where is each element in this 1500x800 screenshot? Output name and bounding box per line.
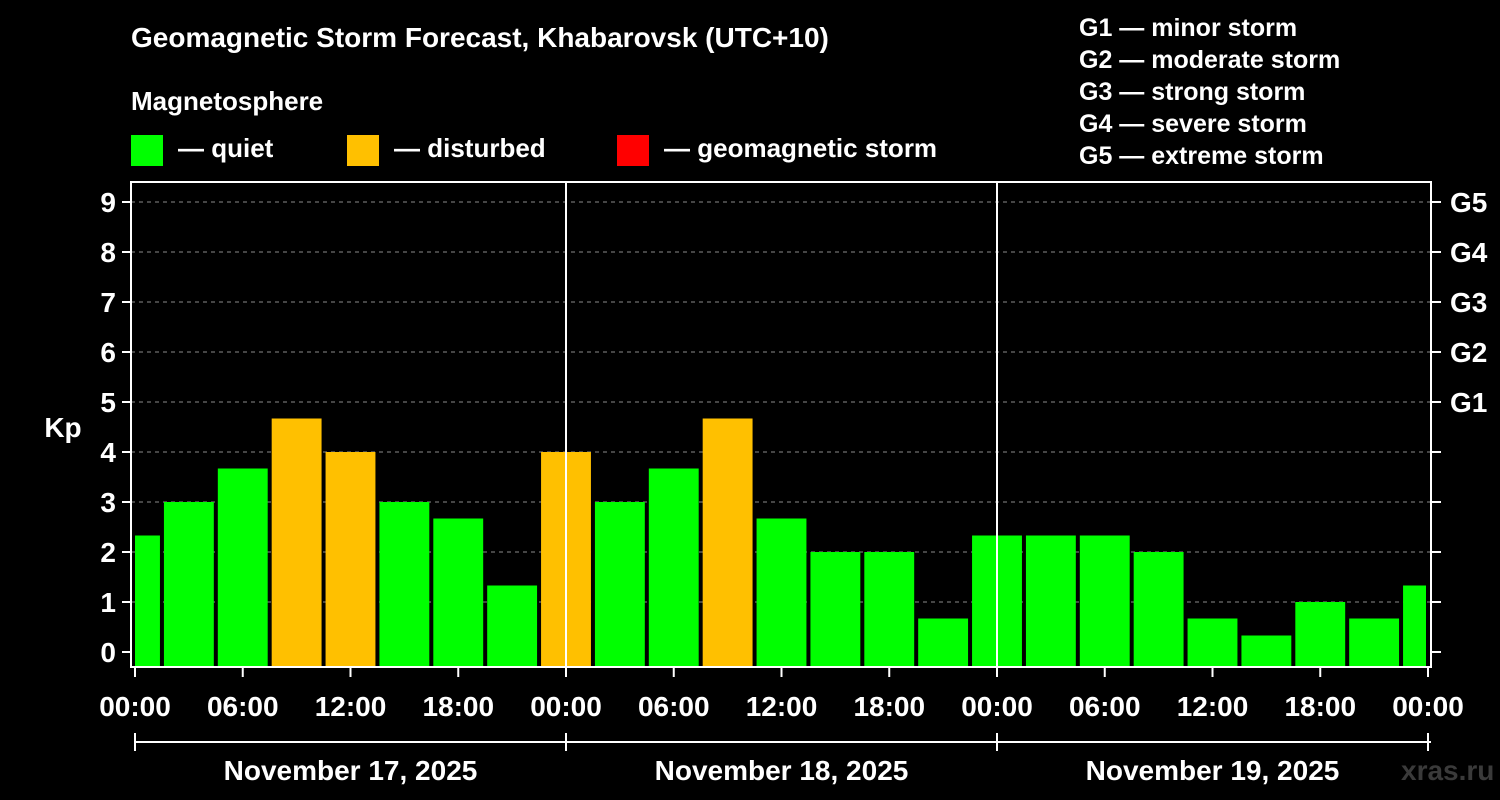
legend-swatch-storm — [617, 135, 649, 166]
bars — [135, 418, 1426, 667]
y-tick-label-0: 0 — [100, 637, 116, 668]
y-axis: 0 1 2 3 4 5 6 7 8 9 — [100, 187, 131, 668]
bar-7 — [487, 585, 538, 667]
x-tick-label-10: 12:00 — [1177, 691, 1249, 722]
x-axis: 00:00 06:00 12:00 18:00 00:00 06:00 12:00 18:00… — [99, 667, 1464, 786]
right-tick-label-g4: G4 — [1450, 237, 1488, 268]
bar-20 — [1187, 618, 1238, 667]
y-tick-label-7: 7 — [100, 287, 116, 318]
gscale-g3: G3 — strong storm — [1079, 78, 1306, 106]
bar-6 — [433, 518, 484, 667]
bar-1 — [163, 502, 214, 667]
gscale-g4: G4 — severe storm — [1079, 110, 1307, 138]
right-tick-label-g3: G3 — [1450, 287, 1487, 318]
day-dividers — [565, 182, 998, 667]
right-tick-label-g2: G2 — [1450, 337, 1487, 368]
day-label-1: November 18, 2025 — [655, 755, 909, 786]
bar-12 — [756, 518, 807, 667]
bar-9 — [594, 502, 645, 667]
y-tick-label-9: 9 — [100, 187, 116, 218]
legend-label-storm: — geomagnetic storm — [664, 133, 938, 163]
bar-0 — [135, 535, 160, 667]
bar-10 — [648, 468, 699, 667]
bar-3 — [271, 418, 322, 667]
x-tick-label-12: 00:00 — [1392, 691, 1464, 722]
gscale-g5: G5 — extreme storm — [1079, 142, 1324, 170]
legend-label-disturbed: — disturbed — [394, 133, 546, 163]
legend-swatch-quiet — [131, 135, 163, 166]
bar-18 — [1079, 535, 1130, 667]
y-tick-label-5: 5 — [100, 387, 116, 418]
y-tick-label-1: 1 — [100, 587, 116, 618]
bar-23 — [1349, 618, 1400, 667]
x-tick-label-0: 00:00 — [99, 691, 171, 722]
x-tick-label-9: 06:00 — [1069, 691, 1141, 722]
y-tick-label-6: 6 — [100, 337, 116, 368]
bar-2 — [217, 468, 268, 667]
right-tick-label-g1: G1 — [1450, 387, 1487, 418]
watermark: xras.ru — [1401, 755, 1495, 786]
bar-4 — [325, 452, 376, 667]
bar-19 — [1133, 552, 1184, 667]
x-tick-label-11: 18:00 — [1284, 691, 1356, 722]
x-tick-label-6: 12:00 — [746, 691, 818, 722]
bar-13 — [810, 552, 861, 667]
legend-label-quiet: — quiet — [178, 133, 274, 163]
y-tick-label-2: 2 — [100, 537, 116, 568]
x-tick-label-5: 06:00 — [638, 691, 710, 722]
bar-22 — [1295, 602, 1346, 667]
x-tick-label-8: 00:00 — [961, 691, 1033, 722]
chart-title: Geomagnetic Storm Forecast, Khabarovsk (… — [131, 22, 829, 53]
right-axis: G1 G2 G3 G4 G5 — [1431, 187, 1488, 653]
legend-swatch-disturbed — [347, 135, 379, 166]
x-tick-label-4: 00:00 — [530, 691, 602, 722]
day-label-0: November 17, 2025 — [224, 755, 478, 786]
bar-21 — [1241, 635, 1292, 667]
gscale-g2: G2 — moderate storm — [1079, 46, 1341, 74]
bar-11 — [702, 418, 753, 667]
y-tick-label-8: 8 — [100, 237, 116, 268]
bar-14 — [864, 552, 915, 667]
bar-15 — [918, 618, 969, 667]
gscale-g1: G1 — minor storm — [1079, 14, 1298, 42]
x-tick-label-3: 18:00 — [422, 691, 494, 722]
bar-17 — [1025, 535, 1076, 667]
x-tick-label-7: 18:00 — [853, 691, 925, 722]
y-tick-label-4: 4 — [100, 437, 116, 468]
legend-heading: Magnetosphere — [131, 86, 324, 116]
x-tick-label-2: 12:00 — [315, 691, 387, 722]
y-axis-label: Kp — [44, 412, 81, 443]
y-tick-label-3: 3 — [100, 487, 116, 518]
bar-5 — [379, 502, 430, 667]
x-tick-label-1: 06:00 — [207, 691, 279, 722]
bar-24 — [1403, 585, 1426, 667]
right-tick-label-g5: G5 — [1450, 187, 1487, 218]
day-label-2: November 19, 2025 — [1086, 755, 1340, 786]
